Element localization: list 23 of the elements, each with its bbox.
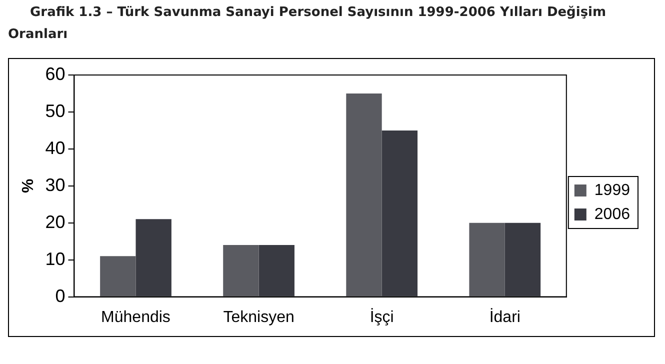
- legend-label: 1999: [594, 182, 630, 199]
- bar: [504, 222, 541, 296]
- bar: [346, 93, 382, 296]
- chart-title: Grafik 1.3 – Türk Savunma Sanayi Personel Sayısının 1999-2006 Yılları Değişim Oranları: [8, 4, 608, 44]
- bar: [100, 256, 136, 296]
- y-tick-label: 20: [45, 212, 66, 232]
- x-tick-label: İdari: [489, 308, 520, 326]
- y-tick-label: 10: [45, 248, 66, 269]
- bar: [223, 245, 259, 296]
- bar: [136, 219, 172, 296]
- y-axis-title: %: [20, 178, 38, 194]
- bar: [258, 245, 294, 296]
- y-tick-label: 60: [45, 64, 66, 84]
- x-tick-label: Mühendis: [101, 308, 170, 326]
- y-tick-label: 50: [45, 100, 66, 121]
- y-tick-label: 0: [55, 286, 66, 306]
- x-tick-label: Teknisyen: [223, 308, 294, 326]
- bar: [469, 222, 505, 296]
- legend-label: 2006: [594, 206, 630, 223]
- x-tick-label: İşçi: [370, 308, 394, 326]
- y-tick-label: 40: [45, 138, 66, 158]
- bar: [382, 130, 418, 296]
- y-tick-label: 30: [45, 174, 66, 195]
